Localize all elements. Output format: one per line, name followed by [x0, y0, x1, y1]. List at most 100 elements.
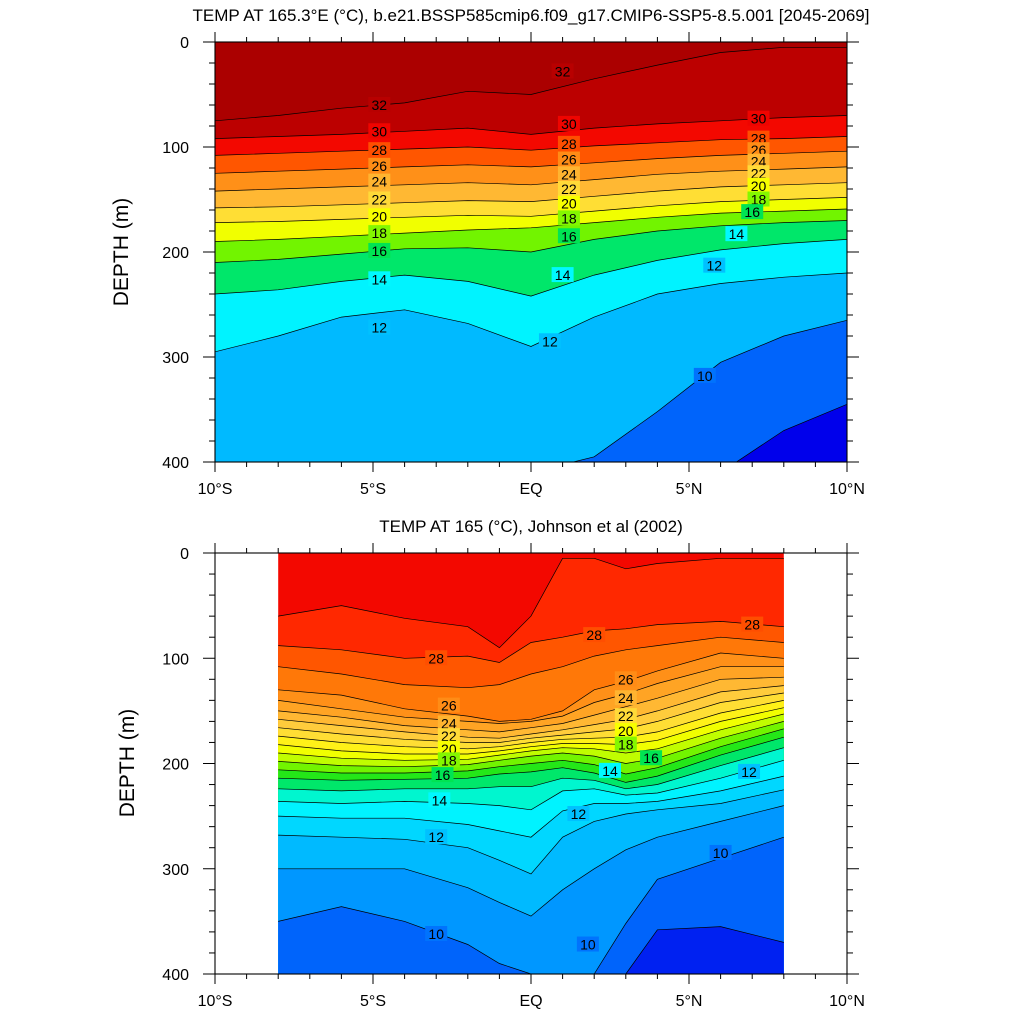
- y-tick-label: 400: [162, 455, 189, 472]
- contour-label: 22: [372, 192, 388, 208]
- contour-line-layer: [215, 46, 847, 462]
- contour-label-bg: [576, 936, 599, 952]
- contour-label-bg: [437, 740, 460, 756]
- contour-label: 30: [561, 116, 577, 132]
- contour-label-bg: [428, 792, 451, 808]
- y-tick-label: 100: [162, 140, 189, 157]
- contour-label-bg: [557, 210, 580, 226]
- contour-label-bg: [368, 157, 391, 173]
- x-tick-label: 5°N: [676, 481, 703, 498]
- y-tick-label: 100: [162, 651, 189, 668]
- temperature-band-10: [573, 320, 847, 462]
- isotherm-24: [215, 166, 847, 192]
- contour-label-bg: [747, 165, 770, 181]
- isotherm-12: [278, 789, 784, 875]
- contour-label-bg: [599, 762, 621, 778]
- contour-label: 20: [751, 178, 767, 194]
- isotherm-32: [215, 46, 847, 122]
- isotherm-10: [278, 836, 784, 974]
- contour-label: 28: [428, 650, 444, 666]
- isotherm-8: [735, 403, 847, 462]
- isotherm-21: [278, 700, 784, 750]
- axes-frame: 10°S 5°S EQ 5°N 10°N 0 100 200 300 400: [162, 543, 865, 1010]
- contour-fill-layer: [215, 42, 847, 462]
- isotherm-27: [278, 636, 784, 689]
- x-tick-label: EQ: [519, 481, 542, 498]
- contour-label: 24: [372, 174, 388, 190]
- contour-label: 16: [561, 228, 577, 244]
- contour-label-bg: [614, 708, 637, 724]
- contour-label-bg: [557, 166, 580, 182]
- chart-title: TEMP AT 165.3°E (°C), b.e21.BSSP585cmip6…: [193, 6, 870, 25]
- contour-label-bg: [567, 806, 590, 822]
- contour-label: 28: [561, 136, 577, 152]
- contour-label: 26: [561, 152, 577, 168]
- contour-label-bg: [747, 191, 770, 207]
- contour-label: 30: [751, 111, 767, 127]
- contour-label: 24: [618, 690, 634, 706]
- x-tick-label: EQ: [519, 993, 542, 1010]
- y-tick-label: 300: [162, 350, 189, 367]
- contour-label: 24: [441, 716, 457, 732]
- contour-label: 12: [428, 829, 444, 845]
- axes-frame: 10°S 5°S EQ 5°N 10°N 0 100 200 300 400: [162, 32, 865, 498]
- y-axis-label: DEPTH (m): [110, 198, 133, 307]
- contour-label-bg: [368, 142, 391, 158]
- contour-label-bg: [741, 204, 764, 220]
- contour-label: 12: [542, 333, 558, 349]
- isotherm-28: [215, 136, 847, 156]
- y-tick-label: 200: [162, 245, 189, 262]
- contour-label-bg: [437, 752, 460, 768]
- isotherm-30: [215, 115, 847, 139]
- contour-label-bg: [709, 844, 732, 860]
- contour-label-bg: [557, 195, 580, 211]
- contour-label: 26: [372, 158, 388, 174]
- contour-label-bg: [425, 926, 448, 942]
- contour-label-bg: [738, 763, 761, 779]
- contour-label-bg: [368, 271, 391, 287]
- contour-label: 20: [561, 196, 577, 212]
- contour-label: 18: [618, 737, 634, 753]
- contour-label-bg: [747, 153, 770, 169]
- isotherm-29: [278, 557, 784, 649]
- isotherm-24: [278, 676, 784, 733]
- contour-label: 28: [586, 627, 602, 643]
- x-tick-label: 10°S: [198, 481, 233, 498]
- x-tick-label: 5°S: [360, 993, 386, 1010]
- contour-label: 10: [697, 368, 713, 384]
- isotherm-25: [278, 666, 784, 724]
- isotherm-26: [215, 150, 847, 174]
- contour-label-bg: [703, 257, 726, 273]
- contour-label-bg: [614, 690, 637, 706]
- contour-label: 10: [580, 937, 596, 953]
- contour-label: 26: [441, 698, 457, 714]
- contour-label-bg: [425, 650, 448, 666]
- x-tick-label: 5°N: [676, 993, 703, 1010]
- isotherm-23: [278, 685, 784, 739]
- contour-label: 32: [372, 97, 388, 113]
- contour-label: 10: [713, 845, 729, 861]
- contour-label-bg: [747, 177, 770, 193]
- temperature-band-8: [736, 404, 847, 462]
- contour-label: 12: [372, 320, 388, 336]
- contour-label: 22: [561, 181, 577, 197]
- contour-label: 18: [372, 225, 388, 241]
- y-tick-label: 0: [180, 546, 189, 563]
- contour-label-bg: [640, 750, 663, 766]
- y-tick-label: 0: [180, 35, 189, 52]
- y-tick-label: 200: [162, 757, 189, 774]
- contour-label-bg: [368, 97, 391, 112]
- contour-label-bg: [583, 627, 606, 643]
- contour-label-bg: [747, 130, 770, 146]
- y-tick-label: 300: [162, 862, 189, 879]
- contour-label: 14: [602, 763, 618, 779]
- y-tick-label: 400: [162, 967, 189, 984]
- isotherm-16: [278, 736, 784, 783]
- isotherm-15: [278, 747, 784, 792]
- contour-label: 16: [643, 750, 659, 766]
- contour-label-bg: [368, 123, 391, 139]
- contour-label-bg: [614, 722, 637, 738]
- contour-label-bg: [557, 151, 580, 167]
